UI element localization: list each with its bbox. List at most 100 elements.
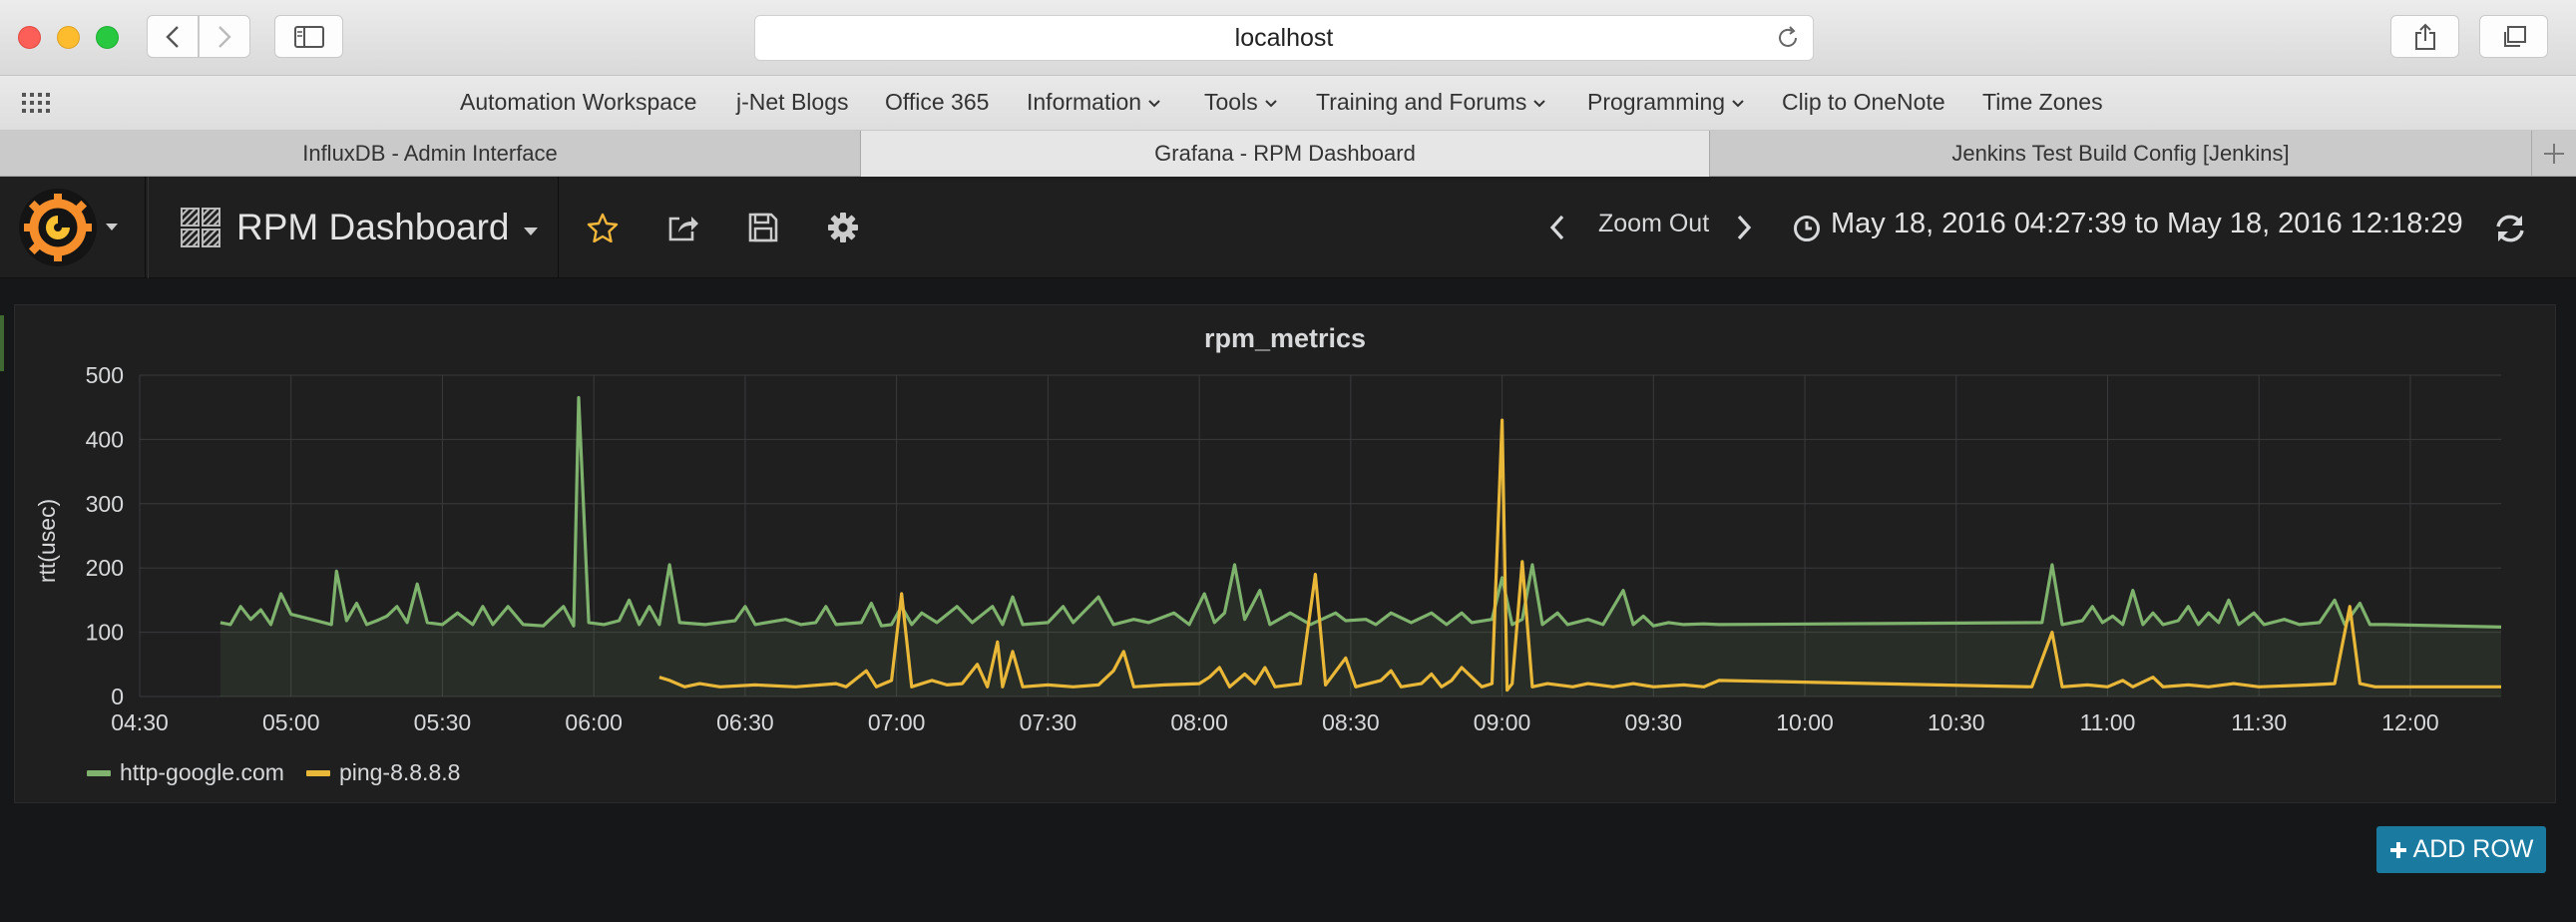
new-tab-button[interactable] bbox=[2532, 131, 2576, 177]
x-tick-label: 10:30 bbox=[1928, 709, 1985, 735]
legend-swatch bbox=[87, 769, 111, 776]
bookmark-menu-tools[interactable]: Tools bbox=[1204, 89, 1278, 116]
dashboard-title: RPM Dashboard bbox=[236, 207, 510, 247]
bookmark-menu-programming[interactable]: Programming bbox=[1587, 89, 1745, 116]
caret-down-icon bbox=[523, 227, 538, 235]
browser-titlebar: localhost bbox=[0, 0, 2576, 76]
grafana-navbar: RPM Dashboard Zoom Out May 18, 2016 04:2… bbox=[0, 177, 2576, 278]
sidebar-toggle-button[interactable] bbox=[274, 15, 343, 58]
close-window-button[interactable] bbox=[18, 26, 41, 49]
bookmark-label: Training and Forums bbox=[1316, 89, 1527, 115]
chart-legend: http-google.com ping-8.8.8.8 bbox=[87, 759, 460, 786]
add-row-label: ADD ROW bbox=[2412, 835, 2534, 863]
graph-panel: rpm_metrics 0 100 200 300 400 500 04:30 05:00 05… bbox=[14, 304, 2556, 803]
share-dashboard-icon[interactable] bbox=[667, 213, 699, 242]
legend-item-ping-8.8.8.8[interactable]: ping-8.8.8.8 bbox=[305, 759, 461, 786]
clock-icon bbox=[1794, 216, 1820, 241]
y-tick-label: 100 bbox=[86, 620, 124, 646]
series-line-ping-8.8.8.8[interactable] bbox=[658, 418, 2501, 692]
bookmark-label: Clip to OneNote bbox=[1782, 89, 1945, 115]
x-tick-label: 05:00 bbox=[262, 709, 320, 735]
series-line-http-google.com[interactable] bbox=[219, 395, 2502, 629]
star-icon[interactable] bbox=[587, 213, 619, 242]
bookmark-time-zones[interactable]: Time Zones bbox=[1982, 89, 2103, 116]
zoom-window-button[interactable] bbox=[96, 26, 119, 49]
gear-icon[interactable] bbox=[828, 213, 858, 242]
legend-swatch bbox=[305, 769, 330, 776]
tab-label: Grafana - RPM Dashboard bbox=[1154, 141, 1416, 166]
bookmark-menu-training-and-forums[interactable]: Training and Forums bbox=[1316, 89, 1546, 116]
time-range-picker[interactable]: May 18, 2016 04:27:39 to May 18, 2016 12… bbox=[1831, 208, 2463, 239]
grafana-menu-button[interactable] bbox=[0, 177, 146, 278]
reload-icon[interactable] bbox=[1775, 25, 1801, 51]
tab-influxdb-admin[interactable]: InfluxDB - Admin Interface bbox=[0, 131, 861, 177]
y-tick-label: 300 bbox=[86, 491, 124, 517]
legend-item-http-google.com[interactable]: http-google.com bbox=[87, 759, 284, 786]
bookmark-clip-to-onenote[interactable]: Clip to OneNote bbox=[1782, 89, 1945, 116]
chevron-down-icon bbox=[1148, 100, 1160, 108]
dashboard-picker[interactable]: RPM Dashboard bbox=[148, 177, 559, 278]
url-text: localhost bbox=[1234, 23, 1334, 52]
tab-grafana-rpm-dashboard[interactable]: Grafana - RPM Dashboard bbox=[861, 131, 1710, 177]
bookmark-automation-workspace[interactable]: Automation Workspace bbox=[460, 89, 696, 116]
back-button[interactable] bbox=[147, 15, 199, 58]
zoom-out-button[interactable]: Zoom Out bbox=[1598, 210, 1710, 237]
series-area-http-google.com bbox=[219, 397, 2502, 696]
add-row-button[interactable]: ADD ROW bbox=[2376, 826, 2546, 873]
x-tick-label: 08:00 bbox=[1170, 709, 1228, 735]
bookmark-label: Tools bbox=[1204, 89, 1258, 115]
sidebar-icon bbox=[293, 25, 324, 48]
plus-icon bbox=[2544, 144, 2564, 164]
chevron-right-icon bbox=[218, 25, 231, 48]
tab-label: InfluxDB - Admin Interface bbox=[302, 141, 558, 166]
share-button[interactable] bbox=[2390, 15, 2459, 58]
time-shift-forward-icon[interactable] bbox=[1736, 215, 1752, 240]
rpm-metrics-chart[interactable]: 0 100 200 300 400 500 04:30 05:00 05:30 06:00 06:3… bbox=[15, 305, 2557, 754]
x-tick-label: 11:00 bbox=[2080, 709, 2136, 735]
tab-strip: InfluxDB - Admin Interface Grafana - RPM… bbox=[0, 131, 2576, 177]
legend-label: http-google.com bbox=[120, 759, 284, 785]
tabs-icon bbox=[2503, 25, 2526, 47]
caret-down-icon bbox=[106, 224, 118, 230]
bookmark-label: Office 365 bbox=[885, 89, 990, 115]
grafana-logo-icon bbox=[19, 189, 97, 266]
bookmark-label: Time Zones bbox=[1982, 89, 2103, 115]
chevron-left-icon bbox=[166, 25, 179, 48]
x-tick-label: 07:00 bbox=[868, 709, 926, 735]
show-all-tabs-button[interactable] bbox=[2479, 15, 2548, 58]
chevron-down-icon bbox=[1732, 100, 1744, 108]
row-collapse-handle[interactable] bbox=[0, 315, 4, 371]
x-tick-label: 05:30 bbox=[414, 709, 472, 735]
x-tick-label: 08:30 bbox=[1322, 709, 1380, 735]
chevron-down-icon bbox=[1533, 100, 1546, 108]
x-tick-label: 11:30 bbox=[2231, 709, 2287, 735]
refresh-icon[interactable] bbox=[2493, 213, 2527, 244]
bookmark-jnet-blogs[interactable]: j-Net Blogs bbox=[736, 89, 848, 116]
bookmark-office-365[interactable]: Office 365 bbox=[885, 89, 989, 116]
x-tick-label: 06:30 bbox=[716, 709, 774, 735]
minimize-window-button[interactable] bbox=[57, 26, 80, 49]
x-tick-label: 04:30 bbox=[111, 709, 169, 735]
y-tick-label: 500 bbox=[86, 362, 124, 388]
bookmark-menu-information[interactable]: Information bbox=[1027, 89, 1161, 116]
x-tick-label: 06:00 bbox=[565, 709, 623, 735]
forward-button[interactable] bbox=[199, 15, 250, 58]
x-tick-label: 12:00 bbox=[2381, 709, 2439, 735]
tab-label: Jenkins Test Build Config [Jenkins] bbox=[1951, 141, 2290, 166]
plus-icon bbox=[2389, 841, 2406, 858]
dashboard-grid-icon bbox=[181, 208, 220, 247]
time-shift-back-icon[interactable] bbox=[1549, 215, 1565, 240]
apps-grid-icon[interactable] bbox=[21, 91, 51, 115]
save-icon[interactable] bbox=[748, 213, 778, 242]
legend-label: ping-8.8.8.8 bbox=[338, 759, 461, 785]
x-tick-label: 09:00 bbox=[1474, 709, 1531, 735]
panel-title[interactable]: rpm_metrics bbox=[1203, 323, 1367, 353]
tab-jenkins-test-build[interactable]: Jenkins Test Build Config [Jenkins] bbox=[1710, 131, 2532, 177]
address-bar[interactable]: localhost bbox=[754, 15, 1814, 61]
y-tick-label: 400 bbox=[86, 426, 124, 452]
x-tick-label: 09:30 bbox=[1625, 709, 1683, 735]
x-tick-label: 07:30 bbox=[1020, 709, 1077, 735]
y-tick-label: 0 bbox=[111, 684, 124, 709]
bookmark-label: j-Net Blogs bbox=[736, 89, 849, 115]
bookmark-label: Automation Workspace bbox=[460, 89, 697, 115]
